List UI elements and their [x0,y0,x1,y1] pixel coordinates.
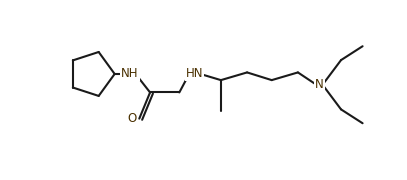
Text: O: O [127,112,136,125]
Text: NH: NH [121,68,139,80]
Text: HN: HN [186,68,204,80]
Text: N: N [315,78,324,91]
